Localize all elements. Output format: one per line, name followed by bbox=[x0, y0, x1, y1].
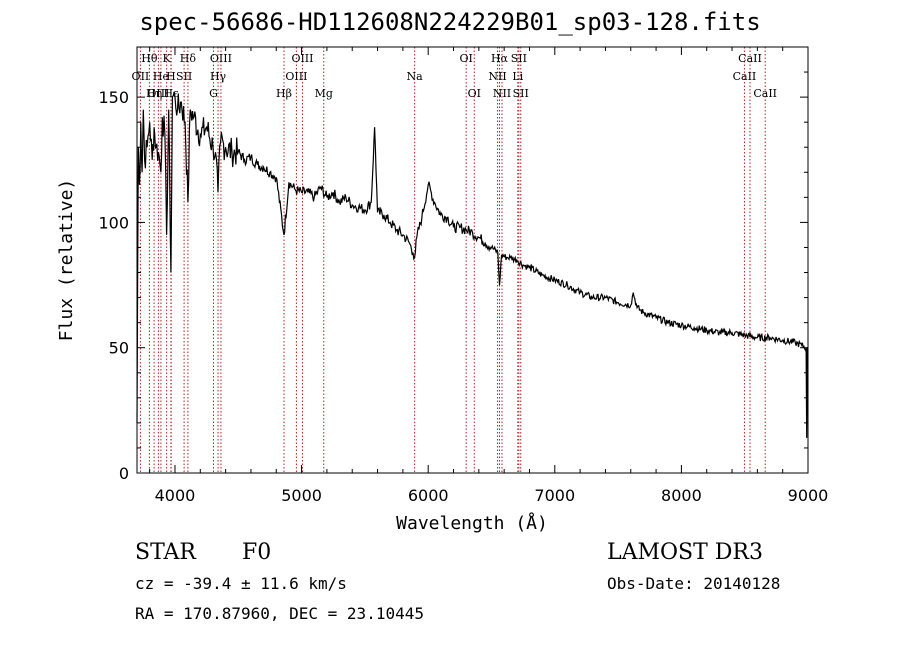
line-marker-label-28: CaII bbox=[753, 87, 777, 100]
line-marker-label-3: He bbox=[153, 70, 169, 83]
line-marker-label-13: OIII bbox=[291, 52, 313, 65]
line-marker-label-25: SII bbox=[513, 87, 529, 100]
line-marker-label-19: OI bbox=[468, 87, 481, 100]
spectrum-series-line bbox=[136, 91, 808, 438]
line-marker-label-16: Mg bbox=[315, 87, 333, 100]
x-tick-label-3: 7000 bbox=[534, 486, 575, 505]
line-marker-label-2: Hη bbox=[146, 87, 162, 100]
chart-title: spec-56686-HD112608N224229B01_sp03-128.f… bbox=[139, 8, 761, 36]
redshift-value: cz = -39.4 ± 11.6 km/s bbox=[135, 574, 347, 593]
line-marker-label-20: Hα bbox=[491, 52, 509, 65]
line-marker-label-15: Hβ bbox=[276, 87, 292, 100]
line-markers bbox=[139, 47, 766, 473]
x-axis-label: Wavelength (Å) bbox=[396, 512, 548, 534]
line-marker-label-26: CaII bbox=[738, 52, 762, 65]
line-marker-label-17: Na bbox=[407, 70, 424, 83]
y-axis-ticks: 0 50 100 150 bbox=[98, 71, 808, 483]
line-marker-label-27: CaII bbox=[733, 70, 757, 83]
y-tick-label-0: 0 bbox=[119, 464, 129, 483]
x-tick-label-2: 6000 bbox=[408, 486, 449, 505]
x-tick-label-5: 9000 bbox=[788, 486, 829, 505]
coordinates: RA = 170.87960, DEC = 23.10445 bbox=[135, 604, 424, 623]
observation-date: Obs-Date: 20140128 bbox=[607, 574, 781, 593]
line-marker-label-5: K bbox=[163, 52, 172, 65]
object-subclass: F0 bbox=[242, 540, 272, 565]
line-marker-label-4: OIII bbox=[147, 87, 169, 100]
line-marker-label-10: OIII bbox=[210, 52, 232, 65]
line-marker-label-9: SII bbox=[176, 70, 192, 83]
line-marker-label-7: Hε bbox=[164, 87, 180, 100]
x-axis-ticks: 4000 5000 6000 7000 8000 9000 bbox=[149, 47, 829, 505]
line-marker-label-23: Li bbox=[512, 70, 523, 83]
object-class: STAR bbox=[135, 540, 196, 565]
y-tick-label-1: 50 bbox=[109, 339, 129, 358]
line-marker-label-8: Hδ bbox=[180, 52, 197, 65]
plot-frame bbox=[136, 46, 809, 474]
y-tick-label-2: 100 bbox=[98, 213, 129, 232]
line-marker-label-14: OIII bbox=[285, 70, 307, 83]
line-marker-label-11: Hγ bbox=[210, 70, 227, 83]
line-marker-label-22: NII bbox=[488, 70, 506, 83]
x-tick-label-1: 5000 bbox=[281, 486, 322, 505]
line-marker-labels: Hθ OII Hη He OIII KH Hε Hδ SII OIII Hγ G OIII OIII Hβ M… bbox=[132, 52, 777, 100]
line-marker-label-0: Hθ bbox=[141, 52, 158, 65]
y-axis-label: Flux (relative) bbox=[56, 179, 77, 342]
line-marker-label-24: NII bbox=[493, 87, 511, 100]
x-tick-label-4: 8000 bbox=[661, 486, 702, 505]
line-marker-label-18: OI bbox=[459, 52, 472, 65]
line-marker-label-21: SII bbox=[511, 52, 527, 65]
line-marker-label-6: H bbox=[166, 70, 176, 83]
line-marker-label-12: G bbox=[209, 87, 218, 100]
x-tick-label-0: 4000 bbox=[155, 486, 196, 505]
survey-name: LAMOST DR3 bbox=[607, 540, 763, 565]
line-marker-label-1: OII bbox=[132, 70, 150, 83]
y-tick-label-3: 150 bbox=[98, 88, 129, 107]
